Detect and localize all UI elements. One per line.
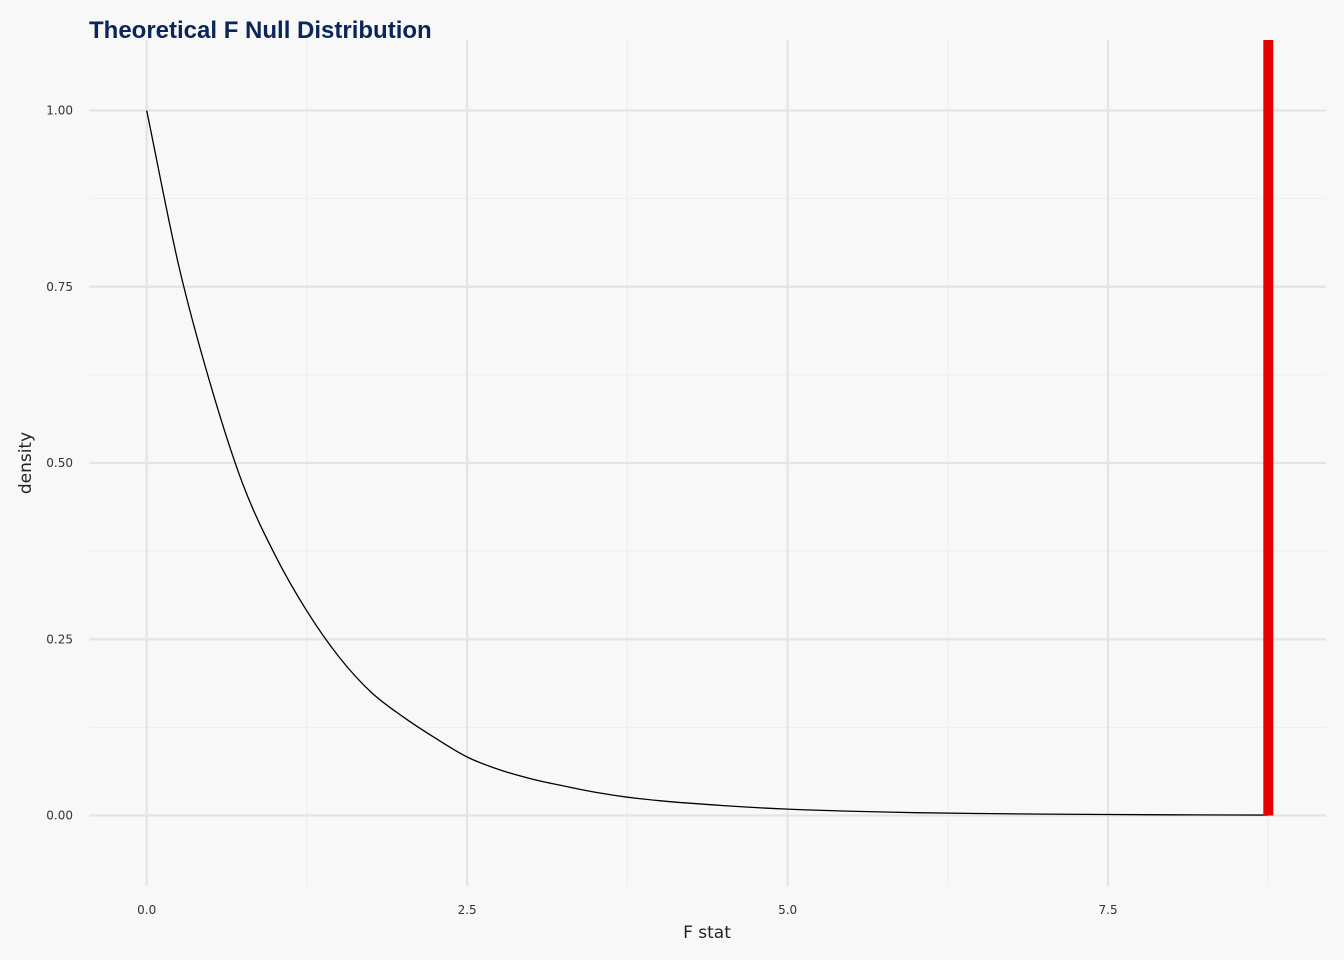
y-tick-label: 1.00 [46, 104, 73, 118]
y-axis-title: density [16, 432, 36, 494]
x-tick-label: 0.0 [137, 903, 156, 917]
x-axis-title: F stat [683, 923, 731, 943]
x-tick-label: 7.5 [1099, 903, 1118, 917]
y-tick-label: 0.50 [46, 456, 73, 470]
density-curve [146, 110, 1269, 816]
y-tick-label: 0.00 [46, 809, 73, 823]
tick-labels: 0.0 2.5 5.0 7.5 0.00 0.25 0.50 0.75 1.00 [46, 104, 1117, 918]
x-tick-label: 2.5 [458, 903, 477, 917]
plot-marks [146, 40, 1274, 816]
y-tick-label: 0.25 [46, 632, 73, 646]
grid-lines [89, 40, 1326, 886]
x-tick-label: 5.0 [778, 903, 797, 917]
y-tick-label: 0.75 [46, 280, 73, 294]
chart-title: Theoretical F Null Distribution [89, 17, 432, 44]
